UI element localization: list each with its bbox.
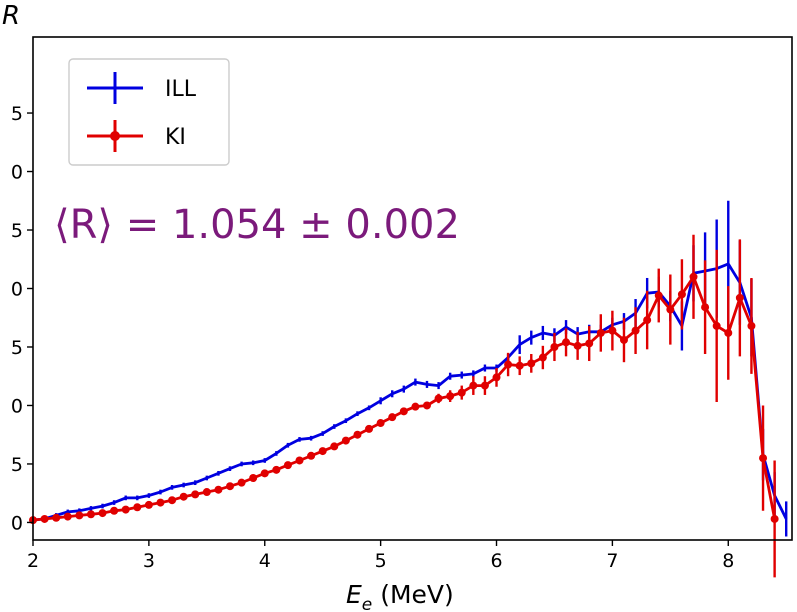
legend-box xyxy=(68,58,230,166)
data-point xyxy=(562,338,571,347)
data-point xyxy=(330,442,339,451)
y-axis-ticks: 0 5 0 5 0 5 0 5 xyxy=(11,103,33,534)
data-point xyxy=(596,328,605,337)
data-point xyxy=(608,326,617,335)
x-tick-label: 3 xyxy=(143,550,155,572)
data-point xyxy=(249,474,258,483)
data-point xyxy=(759,454,768,463)
legend-ill-label: ILL xyxy=(165,77,197,102)
data-point xyxy=(341,436,350,445)
y-axis-label: R xyxy=(2,1,20,31)
data-point xyxy=(144,500,153,509)
x-tick-label: 4 xyxy=(259,550,271,572)
data-point xyxy=(156,498,165,507)
data-point xyxy=(260,469,269,478)
data-point xyxy=(735,293,744,302)
data-point xyxy=(202,488,211,497)
data-point xyxy=(654,291,663,300)
legend-ki-label: KI xyxy=(165,125,186,150)
data-point xyxy=(480,381,489,390)
data-point xyxy=(666,305,675,314)
data-point xyxy=(701,303,710,312)
data-point xyxy=(469,381,478,390)
x-tick-label: 5 xyxy=(375,550,387,572)
data-point xyxy=(376,419,385,428)
x-axis-ticks: 2 3 4 5 6 7 8 xyxy=(27,540,734,572)
data-point xyxy=(98,509,107,518)
legend-ki-marker xyxy=(87,120,143,152)
y-tick-label: 0 xyxy=(11,512,23,534)
data-point xyxy=(295,456,304,465)
y-tick-label: 5 xyxy=(11,103,23,125)
data-point xyxy=(307,451,316,460)
mean-ratio-annotation: ⟨R⟩ = 1.054 ± 0.002 xyxy=(54,202,460,248)
data-point xyxy=(133,503,142,512)
x-tick-label: 8 xyxy=(722,550,734,572)
data-point xyxy=(446,392,455,401)
y-tick-label: 0 xyxy=(11,279,23,301)
x-tick-label: 7 xyxy=(606,550,618,572)
data-point xyxy=(492,373,501,382)
data-point xyxy=(631,326,640,335)
data-point xyxy=(388,413,397,422)
legend: ILL KI xyxy=(68,58,230,166)
data-point xyxy=(86,510,95,519)
y-tick-label: 0 xyxy=(11,162,23,184)
y-tick-label: 5 xyxy=(11,337,23,359)
data-point xyxy=(573,341,582,350)
data-point xyxy=(318,447,327,456)
data-point xyxy=(724,328,733,337)
data-point xyxy=(399,407,408,416)
data-point xyxy=(179,492,188,501)
y-tick-label: 0 xyxy=(11,395,23,417)
data-point xyxy=(283,461,292,470)
data-point xyxy=(110,506,119,515)
legend-ill-marker xyxy=(87,72,143,104)
data-point xyxy=(75,511,84,520)
data-point xyxy=(411,402,420,411)
data-point xyxy=(538,353,547,362)
data-point xyxy=(677,290,686,299)
x-tick-label: 6 xyxy=(490,550,502,572)
data-point xyxy=(63,512,72,521)
y-tick-label: 5 xyxy=(11,454,23,476)
data-point xyxy=(121,505,130,514)
data-point xyxy=(272,465,281,474)
data-point xyxy=(515,361,524,370)
series-ki xyxy=(29,234,779,578)
series-layer xyxy=(29,200,788,578)
data-point xyxy=(422,401,431,410)
data-point xyxy=(712,321,721,330)
data-point xyxy=(550,342,559,351)
data-point xyxy=(225,482,234,491)
data-point xyxy=(504,360,513,369)
y-tick-label: 5 xyxy=(11,220,23,242)
data-point xyxy=(168,496,177,505)
data-point xyxy=(353,430,362,439)
data-point xyxy=(747,321,756,330)
data-point xyxy=(585,339,594,348)
x-tick-label: 2 xyxy=(27,550,39,572)
data-point xyxy=(434,394,443,403)
data-point xyxy=(40,514,49,523)
data-point xyxy=(457,388,466,397)
data-point xyxy=(365,424,374,433)
x-axis-label: Ee (MeV) xyxy=(346,580,454,612)
data-point xyxy=(689,272,698,281)
data-point xyxy=(52,513,61,522)
data-point xyxy=(237,478,246,487)
data-point xyxy=(191,490,200,499)
data-point xyxy=(770,514,779,523)
data-point xyxy=(643,316,652,325)
data-point xyxy=(214,485,223,494)
data-point xyxy=(619,335,628,344)
data-point xyxy=(527,359,536,368)
